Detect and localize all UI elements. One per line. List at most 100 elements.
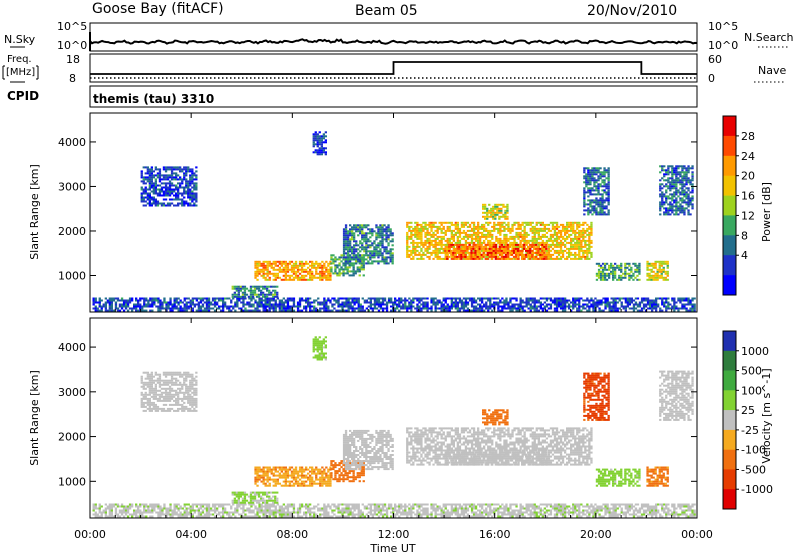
power-echo-cell (534, 238, 536, 240)
power-echo-cell (548, 258, 550, 260)
power-echo-cell (422, 252, 424, 254)
power-echo-cell (370, 306, 372, 308)
power-echo-cell (330, 256, 332, 258)
power-echo-cell (169, 310, 171, 312)
power-echo-cell (256, 302, 258, 304)
power-echo-cell (185, 172, 187, 174)
power-echo-cell (416, 242, 418, 244)
power-echo-cell (681, 167, 683, 169)
power-echo-cell (489, 246, 491, 248)
power-echo-cell (477, 228, 479, 230)
power-echo-cell (566, 232, 568, 234)
power-echo-cell (485, 234, 487, 236)
power-echo-cell (384, 304, 386, 306)
power-echo-cell (671, 300, 673, 302)
power-echo-cell (689, 191, 691, 193)
power-echo-cell (218, 306, 220, 308)
power-echo-cell (350, 304, 352, 306)
power-echo-cell (651, 269, 653, 271)
power-echo-cell (367, 250, 369, 252)
power-echo-cell (193, 174, 195, 176)
power-echo-cell (143, 178, 145, 180)
power-echo-cell (564, 246, 566, 248)
power-echo-cell (305, 263, 307, 265)
power-echo-cell (345, 300, 347, 302)
power-echo-cell (601, 175, 603, 177)
power-echo-cell (595, 167, 597, 169)
power-echo-cell (533, 256, 535, 258)
power-echo-cell (554, 302, 556, 304)
power-echo-cell (663, 201, 665, 203)
power-echo-cell (186, 302, 188, 304)
power-echo-cell (597, 191, 599, 193)
power-echo-cell (546, 240, 548, 242)
power-echo-cell (343, 302, 345, 304)
power-echo-cell (261, 275, 263, 277)
power-echo-cell (279, 277, 281, 279)
power-echo-cell (408, 304, 410, 306)
power-echo-cell (479, 254, 481, 256)
power-echo-cell (416, 230, 418, 232)
power-echo-cell (675, 191, 677, 193)
power-echo-cell (441, 230, 443, 232)
power-echo-cell (587, 171, 589, 173)
power-echo-cell (542, 236, 544, 238)
power-echo-cell (161, 306, 163, 308)
power-echo-cell (268, 292, 270, 294)
power-echo-cell (683, 195, 685, 197)
power-echo-cell (615, 306, 617, 308)
power-echo-cell (385, 238, 387, 240)
power-echo-cell (342, 270, 344, 272)
power-echo-cell (408, 256, 410, 258)
power-echo-cell (163, 302, 165, 304)
power-echo-cell (373, 256, 375, 258)
power-echo-cell (135, 308, 137, 310)
power-echo-cell (267, 265, 269, 267)
power-echo-cell (263, 304, 265, 306)
power-echo-cell (580, 234, 582, 236)
power-echo-cell (113, 310, 115, 312)
power-echo-cell (254, 300, 256, 302)
power-echo-cell (387, 234, 389, 236)
power-echo-cell (295, 273, 297, 275)
power-echo-cell (422, 304, 424, 306)
power-echo-cell (520, 224, 522, 226)
power-echo-cell (381, 236, 383, 238)
power-echo-cell (453, 306, 455, 308)
power-echo-cell (181, 187, 183, 189)
power-echo-cell (341, 304, 343, 306)
power-echo-cell (554, 222, 556, 224)
power-echo-cell (392, 240, 394, 242)
power-echo-cell (283, 263, 285, 265)
power-echo-cell (689, 201, 691, 203)
power-echo-cell (520, 240, 522, 242)
power-echo-cell (556, 242, 558, 244)
power-echo-cell (606, 269, 608, 271)
power-echo-cell (169, 300, 171, 302)
power-echo-cell (369, 246, 371, 248)
power-echo-cell (608, 191, 610, 193)
power-echo-cell (159, 304, 161, 306)
power-echo-cell (511, 228, 513, 230)
power-echo-cell (191, 205, 193, 207)
power-echo-cell (536, 224, 538, 226)
power-echo-cell (593, 201, 595, 203)
power-echo-cell (392, 234, 394, 236)
power-echo-cell (540, 238, 542, 240)
power-echo-cell (632, 273, 634, 275)
power-echo-cell (107, 300, 109, 302)
power-echo-cell (503, 222, 505, 224)
power-echo-cell (432, 258, 434, 260)
power-echo-cell (574, 304, 576, 306)
power-echo-cell (533, 258, 535, 260)
power-echo-cell (349, 264, 351, 266)
power-echo-cell (616, 279, 618, 281)
power-echo-cell (153, 197, 155, 199)
power-echo-cell (599, 183, 601, 185)
power-echo-cell (289, 269, 291, 271)
power-echo-cell (471, 222, 473, 224)
power-echo-cell (285, 308, 287, 310)
power-echo-cell (655, 275, 657, 277)
power-echo-cell (190, 302, 192, 304)
power-echo-cell (585, 185, 587, 187)
